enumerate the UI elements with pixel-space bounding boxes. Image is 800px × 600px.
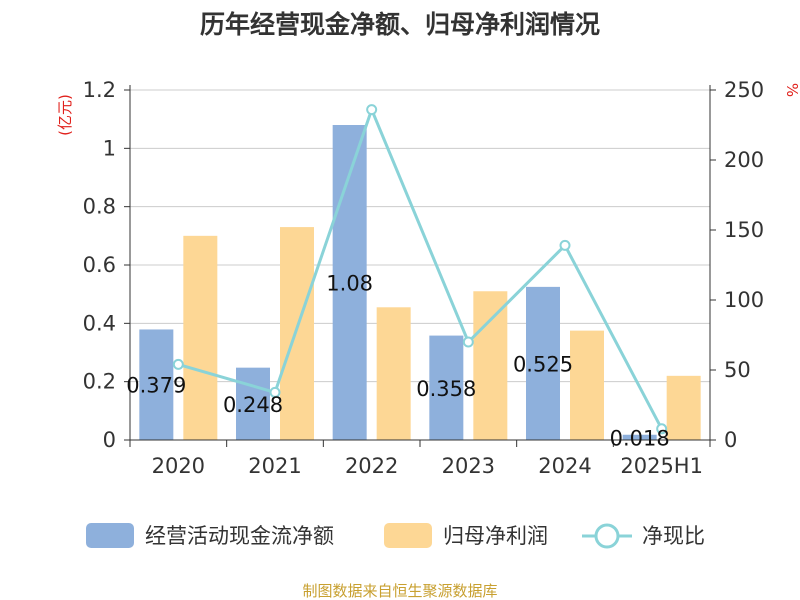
left-axis-tick-label: 0.6 xyxy=(83,253,116,277)
left-axis-tick-label: 0 xyxy=(103,428,116,452)
data-label-cashflow: 0.248 xyxy=(223,393,283,417)
ratio-line-path xyxy=(177,105,663,430)
data-label-cashflow: 0.358 xyxy=(416,377,476,401)
x-axis-tick-label: 2020 xyxy=(152,454,205,478)
bar-cashflow xyxy=(429,335,464,440)
axes: 0 0.2 0.4 0.6 0.8 1 1.2 0 50 100 150 200 250 2020 2021… xyxy=(83,78,765,478)
bars xyxy=(139,125,701,440)
right-axis-tick-label: 0 xyxy=(724,428,737,452)
x-axis-tick-label: 2022 xyxy=(345,454,398,478)
right-axis-unit: % xyxy=(783,83,800,97)
ratio-point xyxy=(462,336,474,348)
bar-profit xyxy=(570,330,604,440)
data-labels: 0.379 0.248 1.08 0.358 0.525 0.018 xyxy=(126,272,669,451)
x-axis-tick-label: 2023 xyxy=(442,454,495,478)
left-axis-tick-label: 0.2 xyxy=(83,370,116,394)
data-label-cashflow: 0.525 xyxy=(513,352,573,376)
right-axis-tick-label: 100 xyxy=(724,288,764,312)
x-axis-tick-label: 2025H1 xyxy=(620,454,703,478)
data-label-cashflow: 0.379 xyxy=(126,374,186,398)
gridlines xyxy=(130,89,710,383)
bar-profit xyxy=(280,227,314,440)
right-axis-tick-label: 250 xyxy=(724,78,764,102)
bar-profit xyxy=(666,375,701,440)
bar-cashflow xyxy=(622,434,657,440)
ratio-line xyxy=(172,104,668,435)
bar-cashflow xyxy=(526,286,560,440)
legend-label-cashflow: 经营活动现金流净额 xyxy=(145,524,334,548)
ratio-point xyxy=(656,423,668,435)
bar-profit xyxy=(183,235,218,440)
data-source-note: 制图数据来自恒生聚源数据库 xyxy=(302,582,497,600)
bar-cashflow xyxy=(139,329,174,440)
legend-label-ratio: 净现比 xyxy=(642,524,705,548)
bar-profit xyxy=(473,291,508,440)
left-axis-tick-label: 0.8 xyxy=(83,195,116,219)
data-label-cashflow: 1.08 xyxy=(326,272,373,296)
x-axis-tick-label: 2021 xyxy=(248,454,301,478)
right-axis-tick-label: 200 xyxy=(724,148,764,172)
ratio-point xyxy=(269,386,281,398)
bar-cashflow xyxy=(236,367,270,440)
data-label-cashflow: 0.018 xyxy=(610,426,670,450)
left-axis-unit: (亿元) xyxy=(56,94,74,136)
ratio-point xyxy=(172,358,184,370)
left-axis-tick-label: 0.4 xyxy=(83,311,116,335)
right-axis-tick-label: 50 xyxy=(724,358,751,382)
left-axis-tick-label: 1 xyxy=(103,136,116,160)
left-axis-tick-label: 1.2 xyxy=(83,78,116,102)
legend-marker-ratio xyxy=(594,523,620,549)
x-axis-tick-label: 2024 xyxy=(538,454,591,478)
bar-profit xyxy=(376,307,411,440)
legend-label-profit: 归母净利润 xyxy=(443,524,548,548)
legend-swatch-cashflow xyxy=(86,523,134,548)
chart-title: 历年经营现金净额、归母净利润情况 xyxy=(200,10,600,39)
legend-swatch-profit xyxy=(384,523,432,548)
legend: 经营活动现金流净额 归母净利润 净现比 xyxy=(86,523,705,549)
right-axis-tick-label: 150 xyxy=(724,218,764,242)
ratio-point xyxy=(366,104,378,116)
ratio-point xyxy=(559,239,571,251)
